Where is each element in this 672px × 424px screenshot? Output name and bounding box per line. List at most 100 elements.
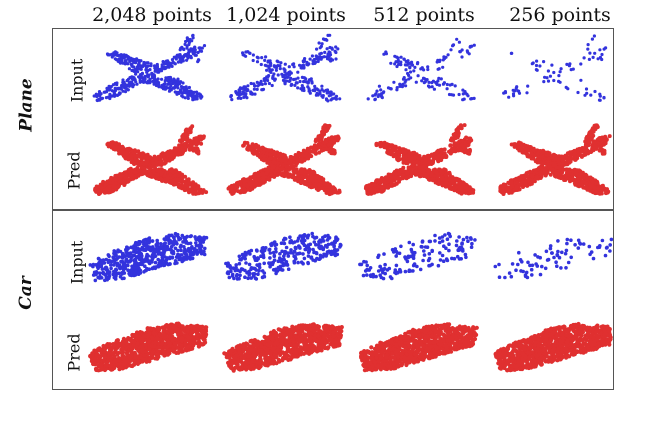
cloud-point xyxy=(199,141,204,146)
cloud-point xyxy=(522,175,527,180)
cloud-point xyxy=(548,164,553,169)
cloud-point xyxy=(159,67,163,71)
cloud-point xyxy=(290,83,294,87)
cloud-point xyxy=(158,154,163,159)
cloud-point xyxy=(599,191,604,196)
cloud-point xyxy=(579,149,584,154)
cloud-point xyxy=(160,77,164,81)
cloud-point xyxy=(320,94,324,98)
cloud-point xyxy=(400,176,405,181)
cloud-point xyxy=(146,79,150,83)
cloud-point xyxy=(588,51,592,55)
cloud-point xyxy=(163,82,167,86)
cloud-point xyxy=(429,152,434,157)
cloud-point xyxy=(236,96,240,100)
cloud-point xyxy=(142,76,146,80)
cloud-point xyxy=(514,180,519,185)
cloud-point xyxy=(182,186,187,191)
cloud-point xyxy=(513,142,518,147)
cloud-point xyxy=(414,160,419,165)
cloud-point xyxy=(524,147,529,152)
cloud-point xyxy=(317,41,321,45)
cloud-point xyxy=(133,157,138,162)
cloud-point xyxy=(526,170,531,175)
cloud-point xyxy=(317,141,322,146)
cloud-point xyxy=(426,65,430,69)
cloud-point xyxy=(124,53,128,57)
cloud-point xyxy=(457,40,461,44)
cloud-point xyxy=(543,166,548,170)
cloud-point xyxy=(118,179,123,184)
cloud-point xyxy=(110,52,114,56)
cloud-point xyxy=(113,181,118,186)
plane-input-512 xyxy=(353,33,483,113)
cloud-point xyxy=(109,141,114,146)
cloud-point xyxy=(187,85,191,90)
cloud-point xyxy=(177,182,181,187)
cloud-point xyxy=(159,171,164,176)
cloud-point xyxy=(182,55,186,59)
cloud-point xyxy=(376,184,381,189)
cloud-point xyxy=(166,79,171,83)
cloud-point xyxy=(110,94,114,98)
plane-pred-1024-points xyxy=(226,123,342,197)
cloud-point xyxy=(302,181,307,186)
cloud-point xyxy=(134,161,139,166)
cloud-point xyxy=(461,144,466,149)
cloud-point xyxy=(399,63,403,67)
cloud-point xyxy=(302,158,307,163)
cloud-point xyxy=(122,56,126,60)
cloud-point xyxy=(249,90,253,94)
cloud-point xyxy=(187,190,191,195)
cloud-point xyxy=(307,153,312,158)
cloud-point xyxy=(399,60,403,64)
cloud-point xyxy=(545,76,549,80)
cloud-point xyxy=(389,61,393,65)
cloud-point xyxy=(302,86,306,90)
column-header-1024: 1,024 points xyxy=(226,4,346,26)
cloud-point xyxy=(367,188,372,193)
cloud-point xyxy=(324,37,328,42)
cloud-point xyxy=(284,164,289,169)
cloud-point xyxy=(172,86,176,90)
cloud-point xyxy=(261,175,266,180)
cloud-point xyxy=(275,161,280,166)
cloud-point xyxy=(288,71,292,75)
cloud-point xyxy=(288,159,293,164)
cloud-point xyxy=(589,133,594,138)
cloud-point xyxy=(172,55,176,59)
cloud-point xyxy=(172,61,176,65)
cloud-point xyxy=(122,80,126,85)
cloud-point xyxy=(572,148,577,153)
cloud-point xyxy=(329,136,334,141)
cloud-point xyxy=(437,76,441,80)
cloud-point xyxy=(427,158,432,163)
cloud-point xyxy=(187,147,192,152)
cloud-point xyxy=(529,173,534,178)
cloud-point xyxy=(136,66,140,70)
cloud-point xyxy=(126,88,130,92)
cloud-point xyxy=(539,166,544,171)
cloud-point xyxy=(181,81,185,85)
cloud-point xyxy=(125,156,130,161)
cloud-point xyxy=(262,157,266,162)
cloud-point xyxy=(302,88,306,93)
cloud-point xyxy=(129,58,133,63)
cloud-point xyxy=(324,190,329,195)
cloud-point xyxy=(326,55,331,59)
cloud-point xyxy=(462,123,467,128)
cloud-point xyxy=(258,172,263,177)
cloud-point xyxy=(602,95,606,100)
cloud-point xyxy=(160,63,164,67)
cloud-point xyxy=(431,177,436,182)
cloud-point xyxy=(137,168,142,173)
cloud-point xyxy=(105,86,109,90)
cloud-point xyxy=(330,97,334,101)
cloud-point xyxy=(150,239,155,243)
cloud-point xyxy=(435,173,440,178)
cloud-point xyxy=(186,94,190,98)
cloud-point xyxy=(412,69,416,73)
cloud-point xyxy=(558,70,562,74)
cloud-point xyxy=(326,33,330,37)
cloud-point xyxy=(266,165,271,170)
